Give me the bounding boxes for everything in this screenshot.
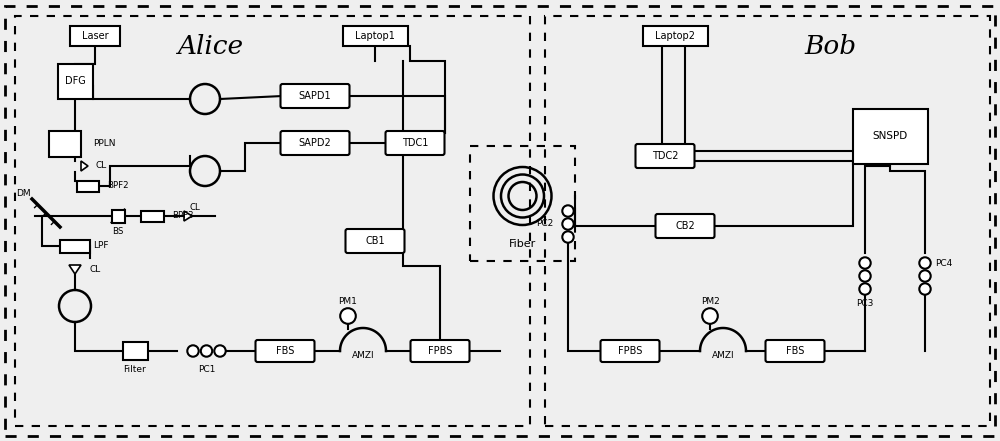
- Polygon shape: [69, 265, 81, 274]
- Circle shape: [214, 345, 226, 357]
- Circle shape: [201, 345, 212, 357]
- Bar: [342, 26, 408, 46]
- Text: CL: CL: [90, 265, 101, 274]
- Text: SAPD1: SAPD1: [299, 91, 331, 101]
- Circle shape: [919, 270, 931, 282]
- Circle shape: [859, 283, 871, 295]
- Text: Filter: Filter: [124, 365, 146, 374]
- Circle shape: [187, 345, 199, 357]
- Text: Laser: Laser: [82, 31, 108, 41]
- FancyBboxPatch shape: [656, 214, 714, 238]
- Circle shape: [562, 231, 574, 243]
- Circle shape: [702, 308, 718, 324]
- FancyBboxPatch shape: [411, 340, 470, 362]
- Text: CB1: CB1: [365, 236, 385, 246]
- Text: SNSPD: SNSPD: [872, 131, 908, 141]
- FancyBboxPatch shape: [766, 340, 824, 362]
- Bar: [15, 16, 530, 426]
- Circle shape: [340, 308, 356, 324]
- Text: SAPD2: SAPD2: [299, 138, 331, 148]
- Bar: [77, 180, 99, 191]
- Text: Laptop2: Laptop2: [655, 31, 695, 41]
- Text: PM1: PM1: [339, 296, 357, 306]
- Text: Laptop1: Laptop1: [355, 31, 395, 41]
- Circle shape: [919, 257, 931, 269]
- Circle shape: [919, 283, 931, 295]
- Circle shape: [859, 270, 871, 282]
- Text: Fiber: Fiber: [509, 239, 536, 249]
- Text: PC3: PC3: [856, 299, 874, 307]
- FancyBboxPatch shape: [346, 229, 404, 253]
- FancyBboxPatch shape: [256, 340, 314, 362]
- Text: FBS: FBS: [276, 346, 294, 356]
- Bar: [545, 16, 990, 426]
- Text: FPBS: FPBS: [428, 346, 452, 356]
- Bar: [60, 239, 90, 253]
- Text: Alice: Alice: [177, 34, 243, 59]
- Text: PPLN: PPLN: [93, 139, 116, 149]
- Text: FBS: FBS: [786, 346, 804, 356]
- Text: AMZI: AMZI: [352, 351, 374, 360]
- Text: BS: BS: [112, 227, 124, 235]
- Text: CB2: CB2: [675, 221, 695, 231]
- Text: DFG: DFG: [65, 76, 85, 86]
- Bar: [642, 26, 708, 46]
- Text: TDC1: TDC1: [402, 138, 428, 148]
- Text: BPF2: BPF2: [107, 182, 129, 191]
- Bar: [49, 131, 81, 157]
- Text: PM2: PM2: [701, 296, 719, 306]
- Polygon shape: [81, 161, 88, 171]
- FancyBboxPatch shape: [280, 84, 350, 108]
- Text: Bob: Bob: [804, 34, 856, 59]
- Bar: [70, 26, 120, 46]
- Circle shape: [562, 206, 574, 217]
- Bar: [112, 209, 124, 223]
- Bar: [122, 342, 148, 360]
- Bar: [58, 64, 92, 98]
- Circle shape: [859, 257, 871, 269]
- Text: DM: DM: [16, 188, 30, 198]
- Text: CL: CL: [190, 203, 200, 213]
- Bar: [852, 108, 928, 164]
- Text: CL: CL: [95, 161, 106, 171]
- Text: PC1: PC1: [198, 365, 215, 374]
- Text: LPF: LPF: [93, 242, 108, 250]
- Bar: [140, 210, 164, 221]
- Text: BPF3: BPF3: [172, 212, 194, 220]
- FancyBboxPatch shape: [280, 131, 350, 155]
- FancyBboxPatch shape: [386, 131, 444, 155]
- Text: FPBS: FPBS: [618, 346, 642, 356]
- FancyBboxPatch shape: [636, 144, 694, 168]
- Text: PC4: PC4: [935, 258, 952, 268]
- Bar: [470, 146, 575, 261]
- FancyBboxPatch shape: [600, 340, 660, 362]
- Text: AMZI: AMZI: [712, 351, 734, 360]
- Circle shape: [562, 218, 574, 230]
- Text: PC2: PC2: [536, 220, 553, 228]
- Polygon shape: [184, 211, 192, 221]
- Text: TDC2: TDC2: [652, 151, 678, 161]
